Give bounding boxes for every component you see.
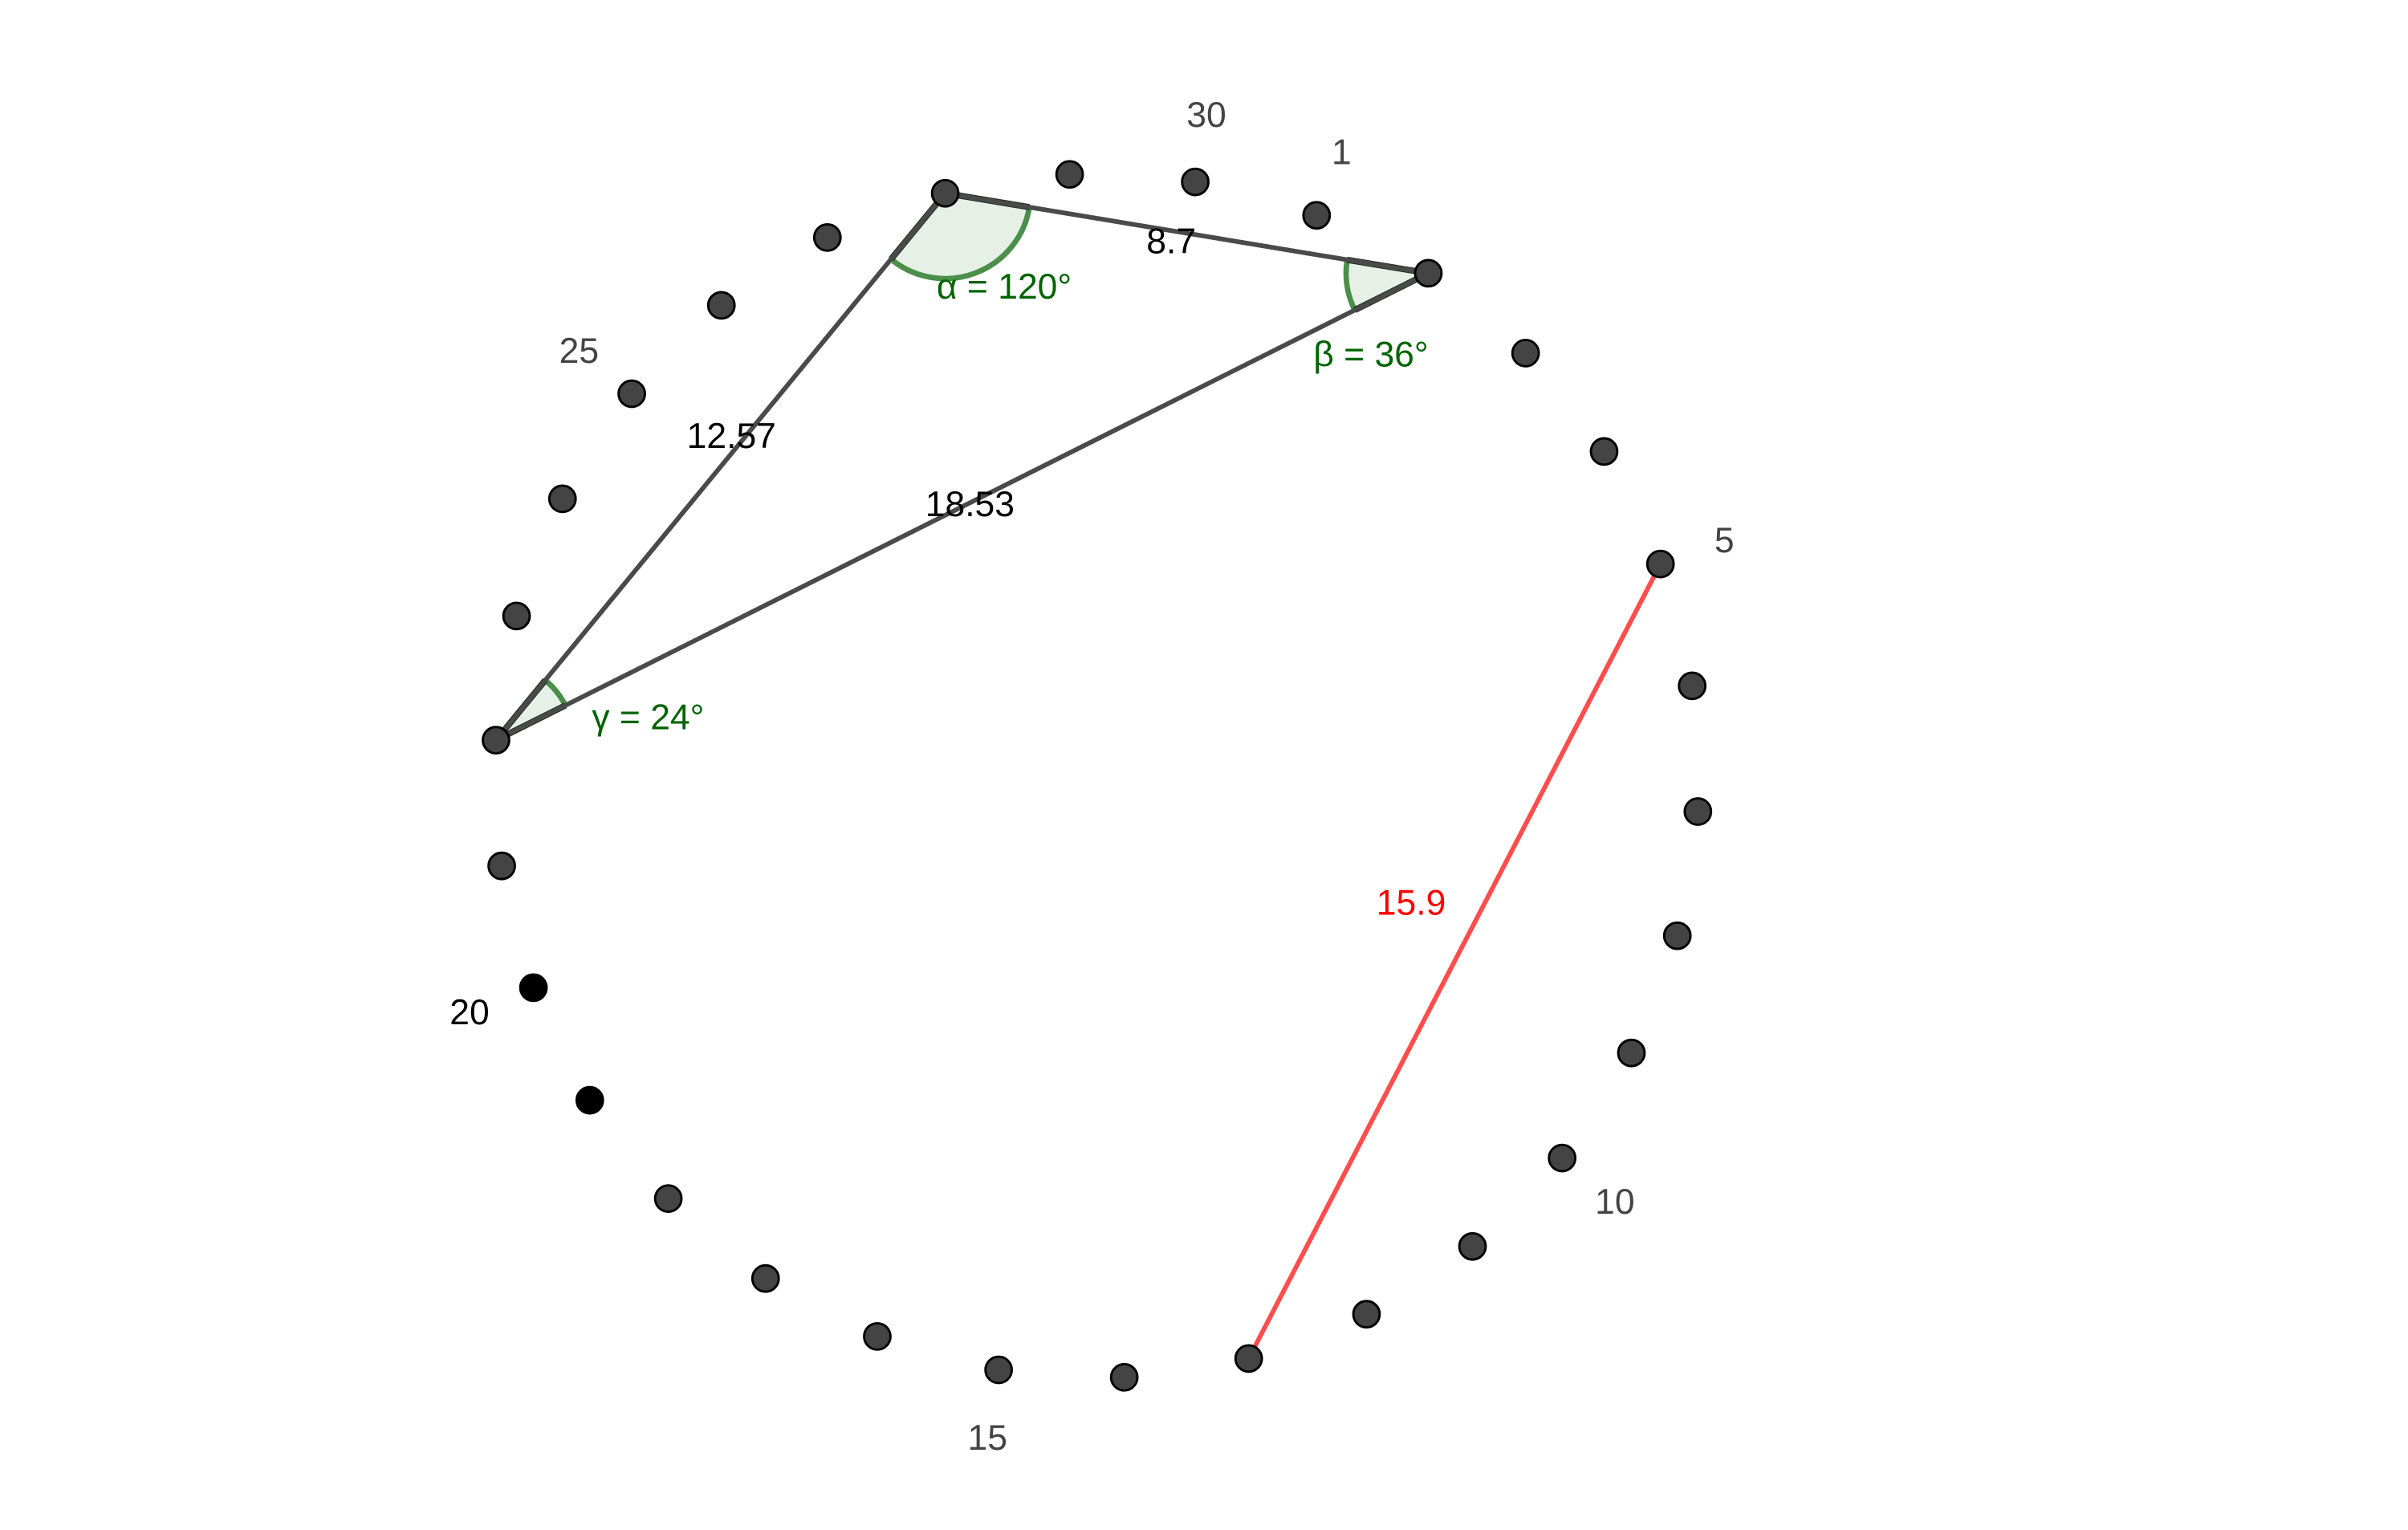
circle-point-4 bbox=[1589, 437, 1619, 466]
circle-point-19 bbox=[575, 1085, 604, 1115]
angle-arc bbox=[889, 206, 1032, 282]
side-length-label: 18.53 bbox=[925, 485, 1015, 524]
circle-point-26 bbox=[706, 291, 736, 320]
side-length-label: 12.57 bbox=[687, 417, 776, 456]
angle-arc bbox=[1343, 259, 1357, 311]
point-label-15: 15 bbox=[968, 1418, 1007, 1458]
point-label-30: 30 bbox=[1186, 96, 1226, 135]
circle-point-25 bbox=[617, 379, 646, 409]
circle-point-3 bbox=[1511, 339, 1540, 368]
circle-point-9 bbox=[1617, 1038, 1646, 1068]
circle-point-29 bbox=[1055, 160, 1084, 189]
circle-point-18 bbox=[653, 1184, 683, 1214]
circle-point-10 bbox=[1548, 1143, 1577, 1173]
point-label-5: 5 bbox=[1714, 521, 1735, 560]
circle-point-5 bbox=[1645, 549, 1675, 579]
circle-point-8 bbox=[1662, 921, 1692, 950]
segments bbox=[494, 190, 1663, 1360]
circle-point-20 bbox=[519, 973, 548, 1003]
triangle-side bbox=[494, 191, 947, 742]
point-label-1: 1 bbox=[1332, 132, 1352, 172]
point-label-10: 10 bbox=[1595, 1182, 1634, 1222]
chord-length-label: 15.9 bbox=[1377, 883, 1446, 922]
circle-point-24 bbox=[547, 484, 577, 514]
circle-point-16 bbox=[863, 1321, 892, 1351]
circle-point-12 bbox=[1352, 1300, 1381, 1329]
side-length-label: 8.7 bbox=[1146, 222, 1196, 262]
circle-point-1 bbox=[1302, 201, 1332, 230]
triangle-side bbox=[945, 190, 1429, 276]
circle-point-30 bbox=[1181, 167, 1210, 197]
circle-point-17 bbox=[750, 1263, 780, 1293]
point-label-25: 25 bbox=[559, 332, 599, 371]
angle-sector bbox=[891, 193, 1030, 279]
triangle-side bbox=[494, 271, 1430, 743]
labels: α = 120° β = 36° γ = 24° 8.7 12.57 18.53 15.9 1… bbox=[449, 96, 1734, 1458]
circle-point-27 bbox=[812, 223, 842, 252]
circle-point-23 bbox=[502, 601, 531, 631]
angle-sector bbox=[495, 680, 566, 741]
circle-points bbox=[482, 160, 1713, 1392]
angle-label: α = 120° bbox=[937, 267, 1072, 307]
circle-point-2 bbox=[1413, 258, 1443, 288]
angle-label: β = 36° bbox=[1313, 335, 1428, 374]
circle-point-13 bbox=[1234, 1344, 1263, 1373]
circle-point-7 bbox=[1683, 797, 1713, 826]
chord-segment bbox=[1247, 563, 1663, 1360]
circle-point-15 bbox=[984, 1355, 1014, 1385]
circle-point-11 bbox=[1458, 1231, 1487, 1261]
circle-point-14 bbox=[1109, 1362, 1139, 1392]
circle-point-21 bbox=[487, 851, 516, 881]
angle-label: γ = 24° bbox=[592, 698, 704, 738]
circle-point-6 bbox=[1678, 671, 1707, 701]
point-label-20: 20 bbox=[449, 993, 489, 1032]
circle-point-22 bbox=[482, 726, 510, 755]
circle-point-28 bbox=[930, 178, 960, 208]
